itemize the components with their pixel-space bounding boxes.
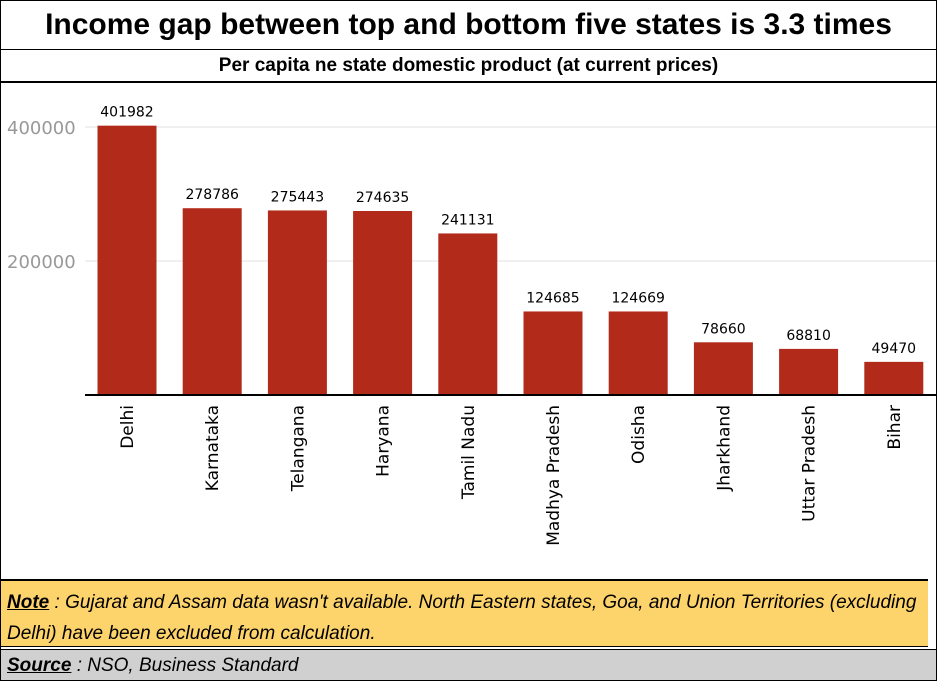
data-label: 274635: [356, 190, 409, 206]
x-tick-label: Tamil Nadu: [459, 405, 479, 500]
data-label: 241131: [441, 212, 494, 228]
chart-area: 200000 400000 401982 Delhi 278786 Karnataka 27…: [1, 83, 936, 578]
bar: [608, 311, 668, 395]
data-label: 124669: [611, 290, 664, 306]
x-tick-label: Karnataka: [203, 405, 223, 491]
y-tick-label: 400000: [7, 118, 76, 139]
data-label: 49470: [872, 341, 917, 357]
x-tick-label: Bihar: [885, 405, 905, 450]
bar: [182, 208, 242, 395]
chart-title: Income gap between top and bottom five s…: [1, 1, 936, 50]
x-tick-label: Delhi: [118, 405, 138, 449]
source-label: Source: [7, 655, 72, 676]
bar: [97, 125, 157, 395]
bar: [693, 342, 753, 395]
data-label: 278786: [185, 187, 239, 203]
data-label: 401982: [100, 105, 153, 121]
bar: [267, 210, 327, 395]
source-box: Source : NSO, Business Standard: [1, 649, 936, 680]
chart-subtitle: Per capita ne state domestic product (at…: [1, 50, 936, 83]
source-text: : NSO, Business Standard: [71, 655, 299, 676]
data-label: 78660: [701, 321, 746, 337]
x-tick-label: Haryana: [374, 405, 394, 477]
bar: [779, 348, 839, 395]
y-tick-label: 200000: [7, 252, 76, 273]
data-label: 275443: [271, 189, 324, 205]
data-label: 124685: [526, 290, 579, 306]
note-box: Note : Gujarat and Assam data wasn't ava…: [1, 579, 928, 647]
x-tick-label: Jharkhand: [714, 405, 734, 492]
bar: [438, 233, 498, 395]
bar-chart: 200000 400000 401982 Delhi 278786 Karnataka 27…: [7, 105, 936, 546]
note-label: Note: [7, 592, 50, 613]
x-tick-label: Uttar Pradesh: [800, 405, 820, 522]
bar: [353, 210, 413, 395]
data-label: 68810: [786, 328, 831, 344]
bar: [523, 311, 583, 395]
x-tick-label: Odisha: [629, 405, 649, 464]
bar: [864, 361, 924, 395]
note-text: : Gujarat and Assam data wasn't availabl…: [7, 592, 917, 644]
x-tick-label: Telangana: [288, 405, 308, 492]
x-tick-label: Madhya Pradesh: [544, 405, 564, 546]
